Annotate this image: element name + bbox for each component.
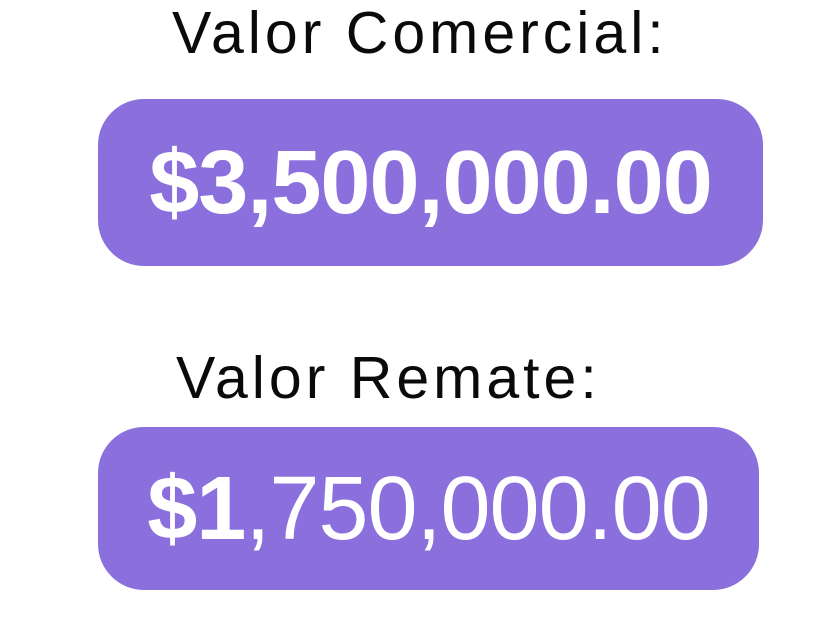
valor-remate-amount-lead: $1 <box>147 458 246 559</box>
valor-comercial-label: Valor Comercial: <box>172 0 668 66</box>
valor-remate-value-pill: $1,750,000.00 <box>98 427 759 590</box>
valor-remate-amount-rest: ,750,000.00 <box>245 458 710 559</box>
valor-comercial-amount: $3,500,000.00 <box>149 138 713 228</box>
valor-comercial-amount-lead: $3 <box>149 132 248 233</box>
valor-comercial-amount-rest: ,500,000.00 <box>247 132 712 233</box>
valor-comercial-value-pill: $3,500,000.00 <box>98 99 763 266</box>
valor-remate-label: Valor Remate: <box>176 345 601 411</box>
valor-remate-amount: $1,750,000.00 <box>147 464 711 554</box>
